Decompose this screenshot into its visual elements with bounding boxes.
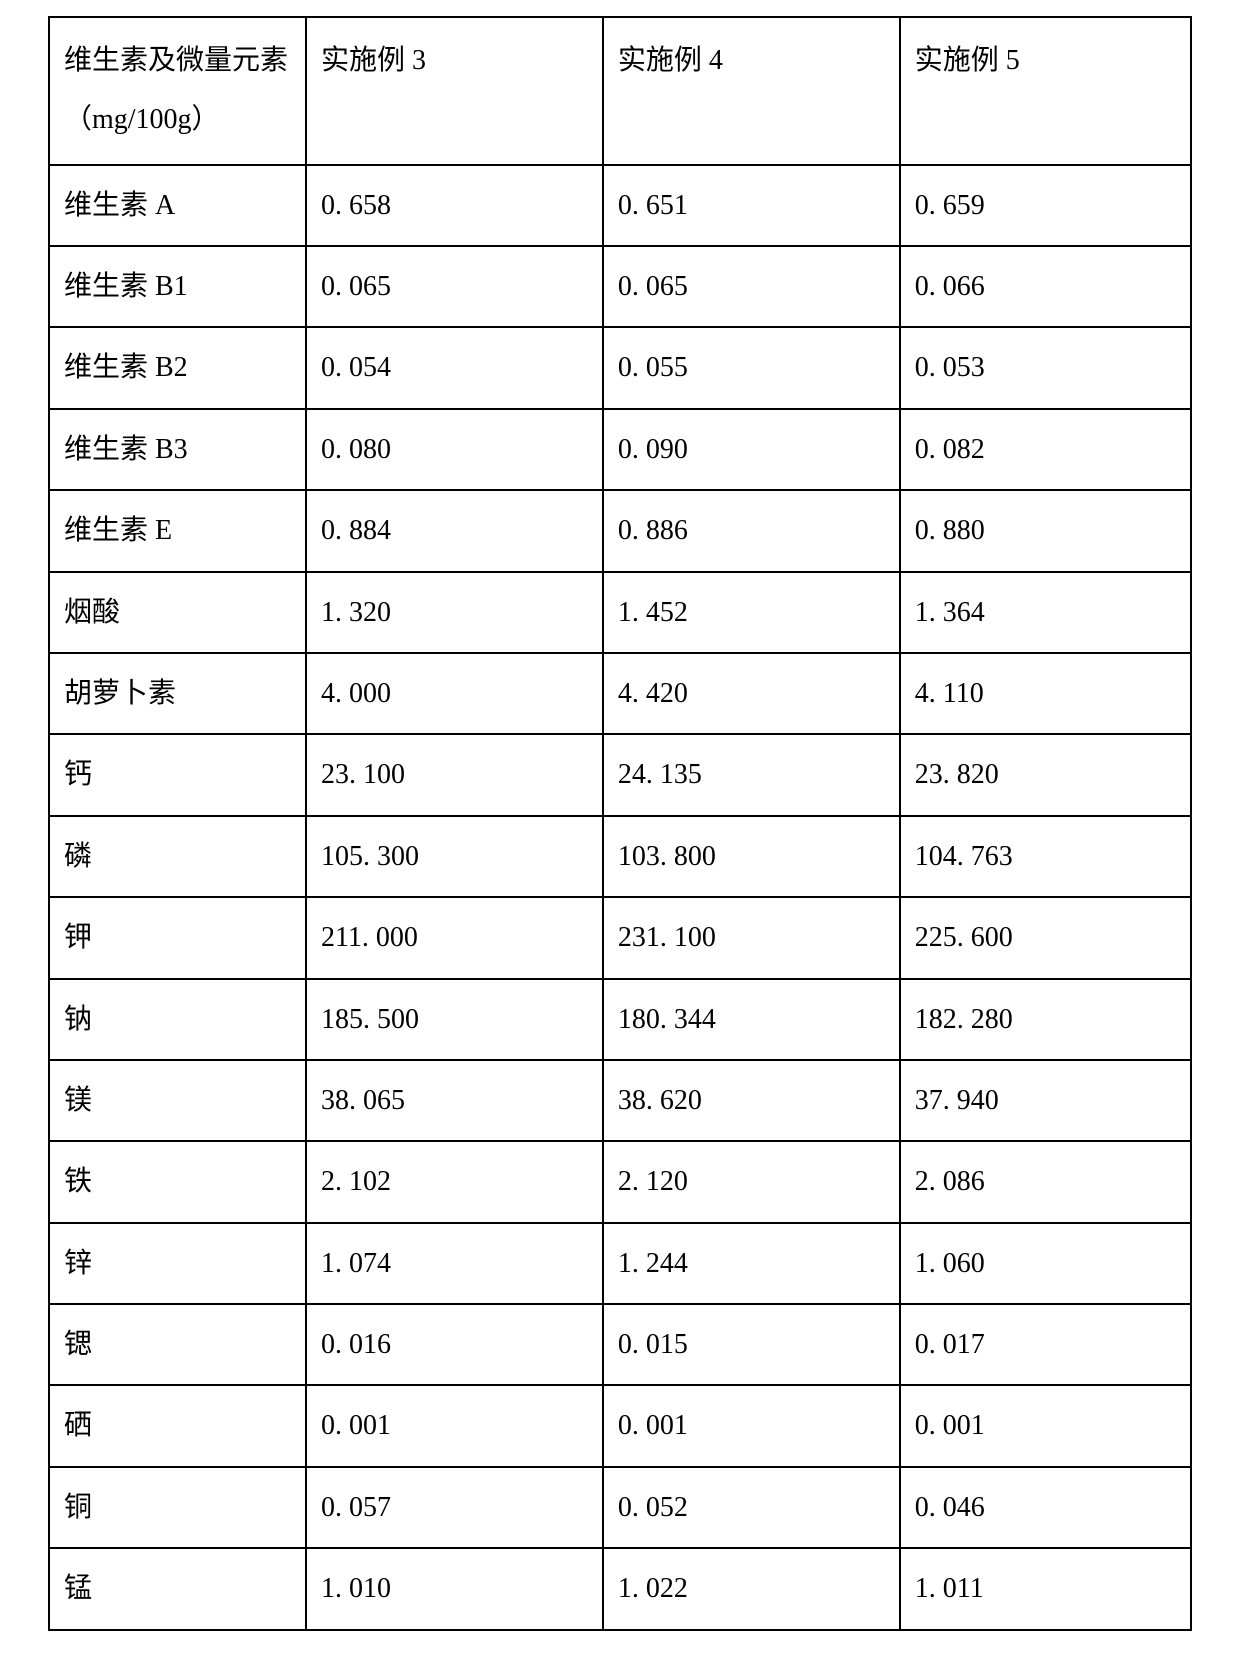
value-cell: 0. 015: [603, 1304, 900, 1385]
value-cell: 0. 065: [306, 246, 603, 327]
value-cell: 2. 102: [306, 1141, 603, 1222]
value-cell: 23. 820: [900, 734, 1191, 815]
row-label-cell: 锶: [49, 1304, 306, 1385]
value-cell: 1. 011: [900, 1548, 1191, 1629]
table-row: 钾211. 000231. 100225. 600: [49, 897, 1191, 978]
row-label-cell: 维生素 B3: [49, 409, 306, 490]
row-label-cell: 钾: [49, 897, 306, 978]
value-cell: 0. 054: [306, 327, 603, 408]
table-header-row: 维生素及微量元素（mg/100g） 实施例 3 实施例 4 实施例 5: [49, 17, 1191, 165]
value-cell: 24. 135: [603, 734, 900, 815]
value-cell: 1. 244: [603, 1223, 900, 1304]
value-cell: 0. 080: [306, 409, 603, 490]
table-row: 维生素 B20. 0540. 0550. 053: [49, 327, 1191, 408]
column-header: 实施例 4: [603, 17, 900, 165]
value-cell: 4. 000: [306, 653, 603, 734]
value-cell: 1. 320: [306, 572, 603, 653]
value-cell: 37. 940: [900, 1060, 1191, 1141]
value-cell: 0. 884: [306, 490, 603, 571]
value-cell: 0. 046: [900, 1467, 1191, 1548]
value-cell: 4. 420: [603, 653, 900, 734]
value-cell: 0. 001: [603, 1385, 900, 1466]
nutrition-table: 维生素及微量元素（mg/100g） 实施例 3 实施例 4 实施例 5 维生素 …: [48, 16, 1192, 1631]
column-header: 实施例 5: [900, 17, 1191, 165]
row-label-cell: 维生素 B2: [49, 327, 306, 408]
value-cell: 0. 886: [603, 490, 900, 571]
value-cell: 0. 001: [900, 1385, 1191, 1466]
row-label-cell: 维生素 A: [49, 165, 306, 246]
value-cell: 0. 066: [900, 246, 1191, 327]
row-label-cell: 磷: [49, 816, 306, 897]
table-row: 胡萝卜素4. 0004. 4204. 110: [49, 653, 1191, 734]
row-label-cell: 维生素 E: [49, 490, 306, 571]
table-row: 维生素 B10. 0650. 0650. 066: [49, 246, 1191, 327]
table-row: 硒0. 0010. 0010. 001: [49, 1385, 1191, 1466]
value-cell: 180. 344: [603, 979, 900, 1060]
table-row: 钙23. 10024. 13523. 820: [49, 734, 1191, 815]
value-cell: 38. 065: [306, 1060, 603, 1141]
table-row: 镁38. 06538. 62037. 940: [49, 1060, 1191, 1141]
value-cell: 0. 055: [603, 327, 900, 408]
value-cell: 0. 658: [306, 165, 603, 246]
table-row: 铜0. 0570. 0520. 046: [49, 1467, 1191, 1548]
value-cell: 0. 017: [900, 1304, 1191, 1385]
row-label-cell: 锰: [49, 1548, 306, 1629]
table-row: 烟酸1. 3201. 4521. 364: [49, 572, 1191, 653]
table-row: 维生素 A0. 6580. 6510. 659: [49, 165, 1191, 246]
row-label-cell: 锌: [49, 1223, 306, 1304]
table-row: 锌1. 0741. 2441. 060: [49, 1223, 1191, 1304]
table-row: 磷105. 300103. 800104. 763: [49, 816, 1191, 897]
row-label-cell: 钠: [49, 979, 306, 1060]
value-cell: 4. 110: [900, 653, 1191, 734]
row-label-cell: 铁: [49, 1141, 306, 1222]
value-cell: 211. 000: [306, 897, 603, 978]
table-body: 维生素及微量元素（mg/100g） 实施例 3 实施例 4 实施例 5 维生素 …: [49, 17, 1191, 1630]
row-label-cell: 镁: [49, 1060, 306, 1141]
value-cell: 231. 100: [603, 897, 900, 978]
value-cell: 0. 001: [306, 1385, 603, 1466]
value-cell: 0. 090: [603, 409, 900, 490]
value-cell: 38. 620: [603, 1060, 900, 1141]
value-cell: 1. 452: [603, 572, 900, 653]
value-cell: 0. 016: [306, 1304, 603, 1385]
value-cell: 2. 120: [603, 1141, 900, 1222]
value-cell: 225. 600: [900, 897, 1191, 978]
value-cell: 1. 060: [900, 1223, 1191, 1304]
value-cell: 1. 074: [306, 1223, 603, 1304]
row-label-cell: 铜: [49, 1467, 306, 1548]
row-label-cell: 钙: [49, 734, 306, 815]
row-label-cell: 胡萝卜素: [49, 653, 306, 734]
value-cell: 0. 651: [603, 165, 900, 246]
value-cell: 0. 053: [900, 327, 1191, 408]
value-cell: 0. 057: [306, 1467, 603, 1548]
value-cell: 0. 659: [900, 165, 1191, 246]
column-header: 维生素及微量元素（mg/100g）: [49, 17, 306, 165]
row-label-cell: 硒: [49, 1385, 306, 1466]
value-cell: 0. 880: [900, 490, 1191, 571]
row-label-cell: 维生素 B1: [49, 246, 306, 327]
table-row: 钠185. 500180. 344182. 280: [49, 979, 1191, 1060]
value-cell: 182. 280: [900, 979, 1191, 1060]
value-cell: 0. 052: [603, 1467, 900, 1548]
table-row: 铁2. 1022. 1202. 086: [49, 1141, 1191, 1222]
value-cell: 105. 300: [306, 816, 603, 897]
value-cell: 23. 100: [306, 734, 603, 815]
table-row: 维生素 E0. 8840. 8860. 880: [49, 490, 1191, 571]
value-cell: 1. 022: [603, 1548, 900, 1629]
page: 维生素及微量元素（mg/100g） 实施例 3 实施例 4 实施例 5 维生素 …: [0, 0, 1240, 1679]
value-cell: 104. 763: [900, 816, 1191, 897]
table-row: 维生素 B30. 0800. 0900. 082: [49, 409, 1191, 490]
value-cell: 185. 500: [306, 979, 603, 1060]
table-row: 锰1. 0101. 0221. 011: [49, 1548, 1191, 1629]
row-label-cell: 烟酸: [49, 572, 306, 653]
value-cell: 2. 086: [900, 1141, 1191, 1222]
value-cell: 103. 800: [603, 816, 900, 897]
value-cell: 0. 065: [603, 246, 900, 327]
column-header: 实施例 3: [306, 17, 603, 165]
table-row: 锶0. 0160. 0150. 017: [49, 1304, 1191, 1385]
value-cell: 0. 082: [900, 409, 1191, 490]
value-cell: 1. 364: [900, 572, 1191, 653]
value-cell: 1. 010: [306, 1548, 603, 1629]
